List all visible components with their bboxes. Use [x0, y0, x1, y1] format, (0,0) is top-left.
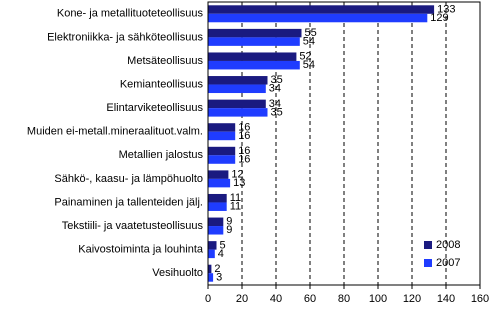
- value-label: 11: [230, 192, 241, 204]
- bar: [208, 264, 212, 274]
- value-label: 13: [233, 177, 245, 189]
- x-tick-label: 60: [304, 293, 316, 305]
- value-label: 16: [238, 121, 250, 133]
- value-label: 54: [303, 36, 315, 48]
- bar: [208, 217, 224, 227]
- y-tick-label: Kaivostoiminta ja louhinta: [78, 244, 204, 256]
- bar: [208, 241, 217, 250]
- bar: [208, 146, 236, 156]
- y-tick-label: Painaminen ja tallenteiden jälj.: [54, 196, 203, 208]
- bar: [208, 52, 297, 61]
- y-tick-label: Kemianteollisuus: [120, 78, 204, 90]
- value-label: 35: [271, 106, 283, 118]
- value-label: 12: [231, 169, 243, 181]
- value-label: 2: [214, 263, 220, 275]
- bar: [208, 108, 268, 117]
- legend-swatch: [424, 259, 432, 267]
- bar: [208, 155, 236, 164]
- y-tick-label: Metallien jalostus: [119, 149, 204, 161]
- bar: [208, 13, 428, 23]
- bar: [208, 76, 268, 85]
- y-tick-label: Tekstiili- ja vaatetusteollisuus: [62, 220, 204, 232]
- bar: [208, 193, 227, 203]
- x-tick-label: 80: [338, 293, 350, 305]
- x-tick-label: 20: [236, 293, 248, 305]
- y-tick-label: Kone- ja metallituoteteollisuus: [57, 8, 204, 20]
- bar: [208, 5, 435, 14]
- value-label: 3: [216, 271, 222, 283]
- y-tick-label: Elektroniikka- ja sähköteollisuus: [47, 31, 203, 43]
- value-label: 16: [238, 153, 250, 165]
- bar: [208, 60, 300, 70]
- x-tick-label: 160: [471, 293, 489, 305]
- y-tick-label: Elintarviketeollisuus: [106, 102, 203, 114]
- value-label: 55: [305, 27, 317, 39]
- bar: [208, 178, 231, 188]
- bar: [208, 123, 236, 132]
- x-tick-label: 100: [369, 293, 387, 305]
- plot-border: [207, 1, 481, 286]
- y-tick-label: Metsäteollisuus: [127, 55, 203, 67]
- x-tick-label: 40: [270, 293, 282, 305]
- legend-label: 2007: [436, 257, 460, 269]
- value-label: 9: [226, 224, 232, 236]
- bar: [208, 249, 215, 259]
- y-tick-label: Sähkö-, kaasu- ja lämpöhuolto: [54, 173, 203, 185]
- legend-swatch: [424, 241, 432, 249]
- value-label: 34: [269, 83, 281, 95]
- value-label: 11: [230, 201, 241, 213]
- value-label: 5: [220, 239, 226, 251]
- value-label: 9: [226, 216, 232, 228]
- value-label: 16: [238, 145, 250, 157]
- x-tick-label: 140: [437, 293, 455, 305]
- value-label: 34: [269, 98, 281, 110]
- bar: [208, 131, 236, 141]
- bar: [208, 202, 227, 211]
- bar: [208, 226, 224, 235]
- x-tick-label: 0: [205, 293, 211, 305]
- value-label: 129: [430, 12, 448, 24]
- bar: [208, 37, 300, 46]
- bar: [208, 99, 266, 109]
- bar: [208, 170, 229, 179]
- legend-label: 2008: [436, 239, 460, 251]
- value-label: 4: [218, 248, 224, 260]
- value-label: 52: [299, 51, 311, 63]
- bar: [208, 84, 266, 94]
- bar: [208, 28, 302, 38]
- x-tick-label: 120: [403, 293, 421, 305]
- y-tick-label: Muiden ei-metall.mineraalituot.valm.: [27, 126, 203, 138]
- value-label: 133: [437, 3, 455, 15]
- value-label: 35: [271, 74, 283, 86]
- bar: [208, 273, 214, 282]
- value-label: 16: [238, 130, 250, 142]
- y-tick-label: Vesihuolto: [152, 267, 203, 279]
- value-label: 54: [303, 59, 315, 71]
